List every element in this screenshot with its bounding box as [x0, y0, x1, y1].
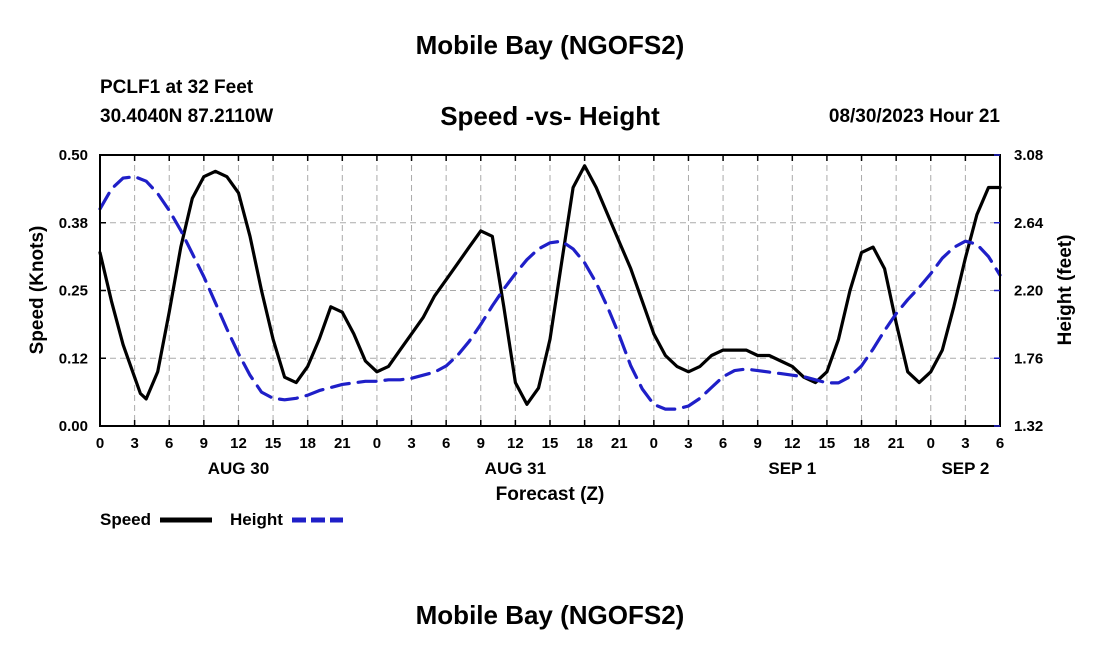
y2-tick-label: 2.64 — [1014, 215, 1044, 232]
axes: 0 3 6 9 12 15 18 21 0 3 6 9 12 15 18 21 0 3 6 9 12 15 18 21 0 3 6 A… — [59, 147, 1044, 478]
x-tick-label: 15 — [819, 435, 836, 452]
x-tick-label: 12 — [507, 435, 524, 452]
x-tick-label: 0 — [96, 435, 104, 452]
legend-label-speed: Speed — [100, 510, 151, 529]
y2-tick-label: 3.08 — [1014, 147, 1043, 164]
y2-axis-label: Height (feet) — [1055, 235, 1076, 346]
x-tick-label: 6 — [165, 435, 173, 452]
series-lines — [98, 164, 1002, 411]
x-tick-label: 15 — [265, 435, 282, 452]
x-tick-label: 6 — [719, 435, 727, 452]
date-label: SEP 1 — [768, 459, 816, 478]
x-tick-label: 15 — [542, 435, 559, 452]
y2-tick-label: 1.32 — [1014, 418, 1043, 435]
x-tick-label: 3 — [130, 435, 138, 452]
station-label: PCLF1 at 32 Feet — [100, 77, 254, 98]
series-line-height — [98, 175, 1002, 411]
date-label: AUG 31 — [485, 459, 546, 478]
x-tick-label: 12 — [230, 435, 247, 452]
y-tick-label: 0.00 — [59, 418, 88, 435]
y2-tick-label: 2.20 — [1014, 283, 1043, 300]
x-tick-label: 3 — [407, 435, 415, 452]
chart-title: Mobile Bay (NGOFS2) — [415, 30, 685, 60]
grid-lines — [100, 154, 1000, 426]
x-tick-label: 12 — [784, 435, 801, 452]
x-axis-label: Forecast (Z) — [496, 484, 605, 505]
legend: Speed Height — [100, 510, 343, 529]
date-label: SEP 2 — [941, 459, 989, 478]
x-tick-label: 0 — [927, 435, 935, 452]
x-tick-label: 21 — [334, 435, 351, 452]
x-tick-label: 21 — [611, 435, 628, 452]
y-tick-label: 0.50 — [59, 147, 88, 164]
x-tick-label: 9 — [200, 435, 208, 452]
second-chart-title: Mobile Bay (NGOFS2) — [415, 600, 685, 630]
x-tick-label: 6 — [996, 435, 1004, 452]
x-tick-label: 18 — [299, 435, 316, 452]
y-tick-label: 0.12 — [59, 350, 88, 367]
x-tick-label: 0 — [650, 435, 658, 452]
legend-label-height: Height — [230, 510, 283, 529]
x-tick-label: 18 — [853, 435, 870, 452]
x-tick-label: 18 — [576, 435, 593, 452]
x-tick-label: 0 — [373, 435, 381, 452]
y-tick-label: 0.25 — [59, 283, 88, 300]
x-tick-label: 9 — [754, 435, 762, 452]
x-tick-label: 3 — [961, 435, 969, 452]
date-label: AUG 30 — [208, 459, 269, 478]
x-tick-label: 3 — [684, 435, 692, 452]
x-tick-label: 9 — [477, 435, 485, 452]
series-line-speed — [98, 164, 1002, 406]
x-tick-label: 21 — [888, 435, 905, 452]
x-tick-label: 6 — [442, 435, 450, 452]
y-tick-label: 0.38 — [59, 215, 88, 232]
y-axis-label: Speed (Knots) — [27, 226, 48, 355]
forecast-datetime: 08/30/2023 Hour 21 — [828, 106, 1000, 127]
station-coordinates: 30.4040N 87.2110W — [100, 106, 274, 127]
y2-tick-label: 1.76 — [1014, 350, 1043, 367]
chart-subtitle: Speed -vs- Height — [440, 101, 660, 131]
